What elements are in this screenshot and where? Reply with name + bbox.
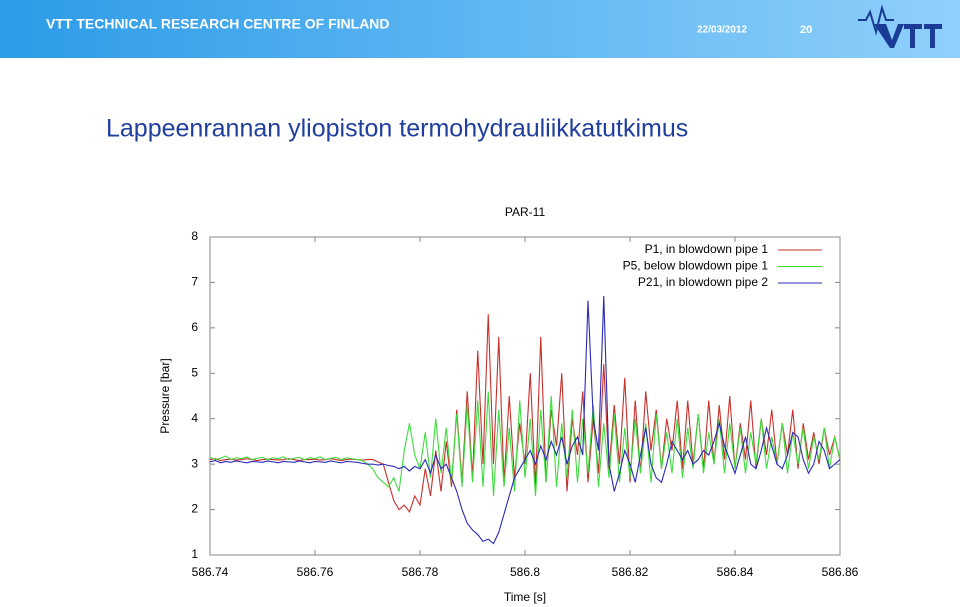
x-tick-label: 586.76	[297, 565, 334, 579]
y-tick-label: 5	[191, 365, 198, 379]
x-axis-label: Time [s]	[504, 590, 546, 604]
y-tick-label: 4	[191, 411, 198, 425]
x-tick-label: 586.82	[612, 565, 649, 579]
data-line	[209, 314, 841, 513]
date: 22/03/2012	[697, 25, 747, 36]
header-bar	[0, 0, 960, 58]
logo	[858, 4, 942, 48]
x-tick-label: 586.74	[192, 565, 229, 579]
chart-title: PAR-11	[505, 205, 546, 219]
y-tick-label: 1	[191, 547, 198, 561]
legend-label: P1, in blowdown pipe 1	[645, 242, 769, 256]
slide-title: Lappeenrannan yliopiston termohydrauliik…	[106, 115, 688, 143]
y-tick-label: 7	[191, 275, 198, 289]
organization: VTT TECHNICAL RESEARCH CENTRE OF FINLAND	[46, 16, 390, 32]
x-tick-label: 586.86	[822, 565, 859, 579]
y-tick-label: 2	[191, 502, 198, 516]
page-number: 20	[800, 24, 812, 36]
data-line	[209, 296, 841, 545]
y-tick-label: 8	[191, 229, 198, 243]
y-tick-label: 6	[191, 320, 198, 334]
x-tick-label: 586.8	[510, 565, 540, 579]
y-axis-label: Pressure [bar]	[158, 358, 172, 433]
y-tick-label: 3	[191, 456, 198, 470]
legend-label: P21, in blowdown pipe 2	[638, 275, 768, 289]
x-tick-label: 586.84	[717, 565, 754, 579]
data-line	[209, 391, 841, 496]
x-tick-label: 586.78	[402, 565, 439, 579]
legend-label: P5, below blowdown pipe 1	[623, 259, 769, 273]
